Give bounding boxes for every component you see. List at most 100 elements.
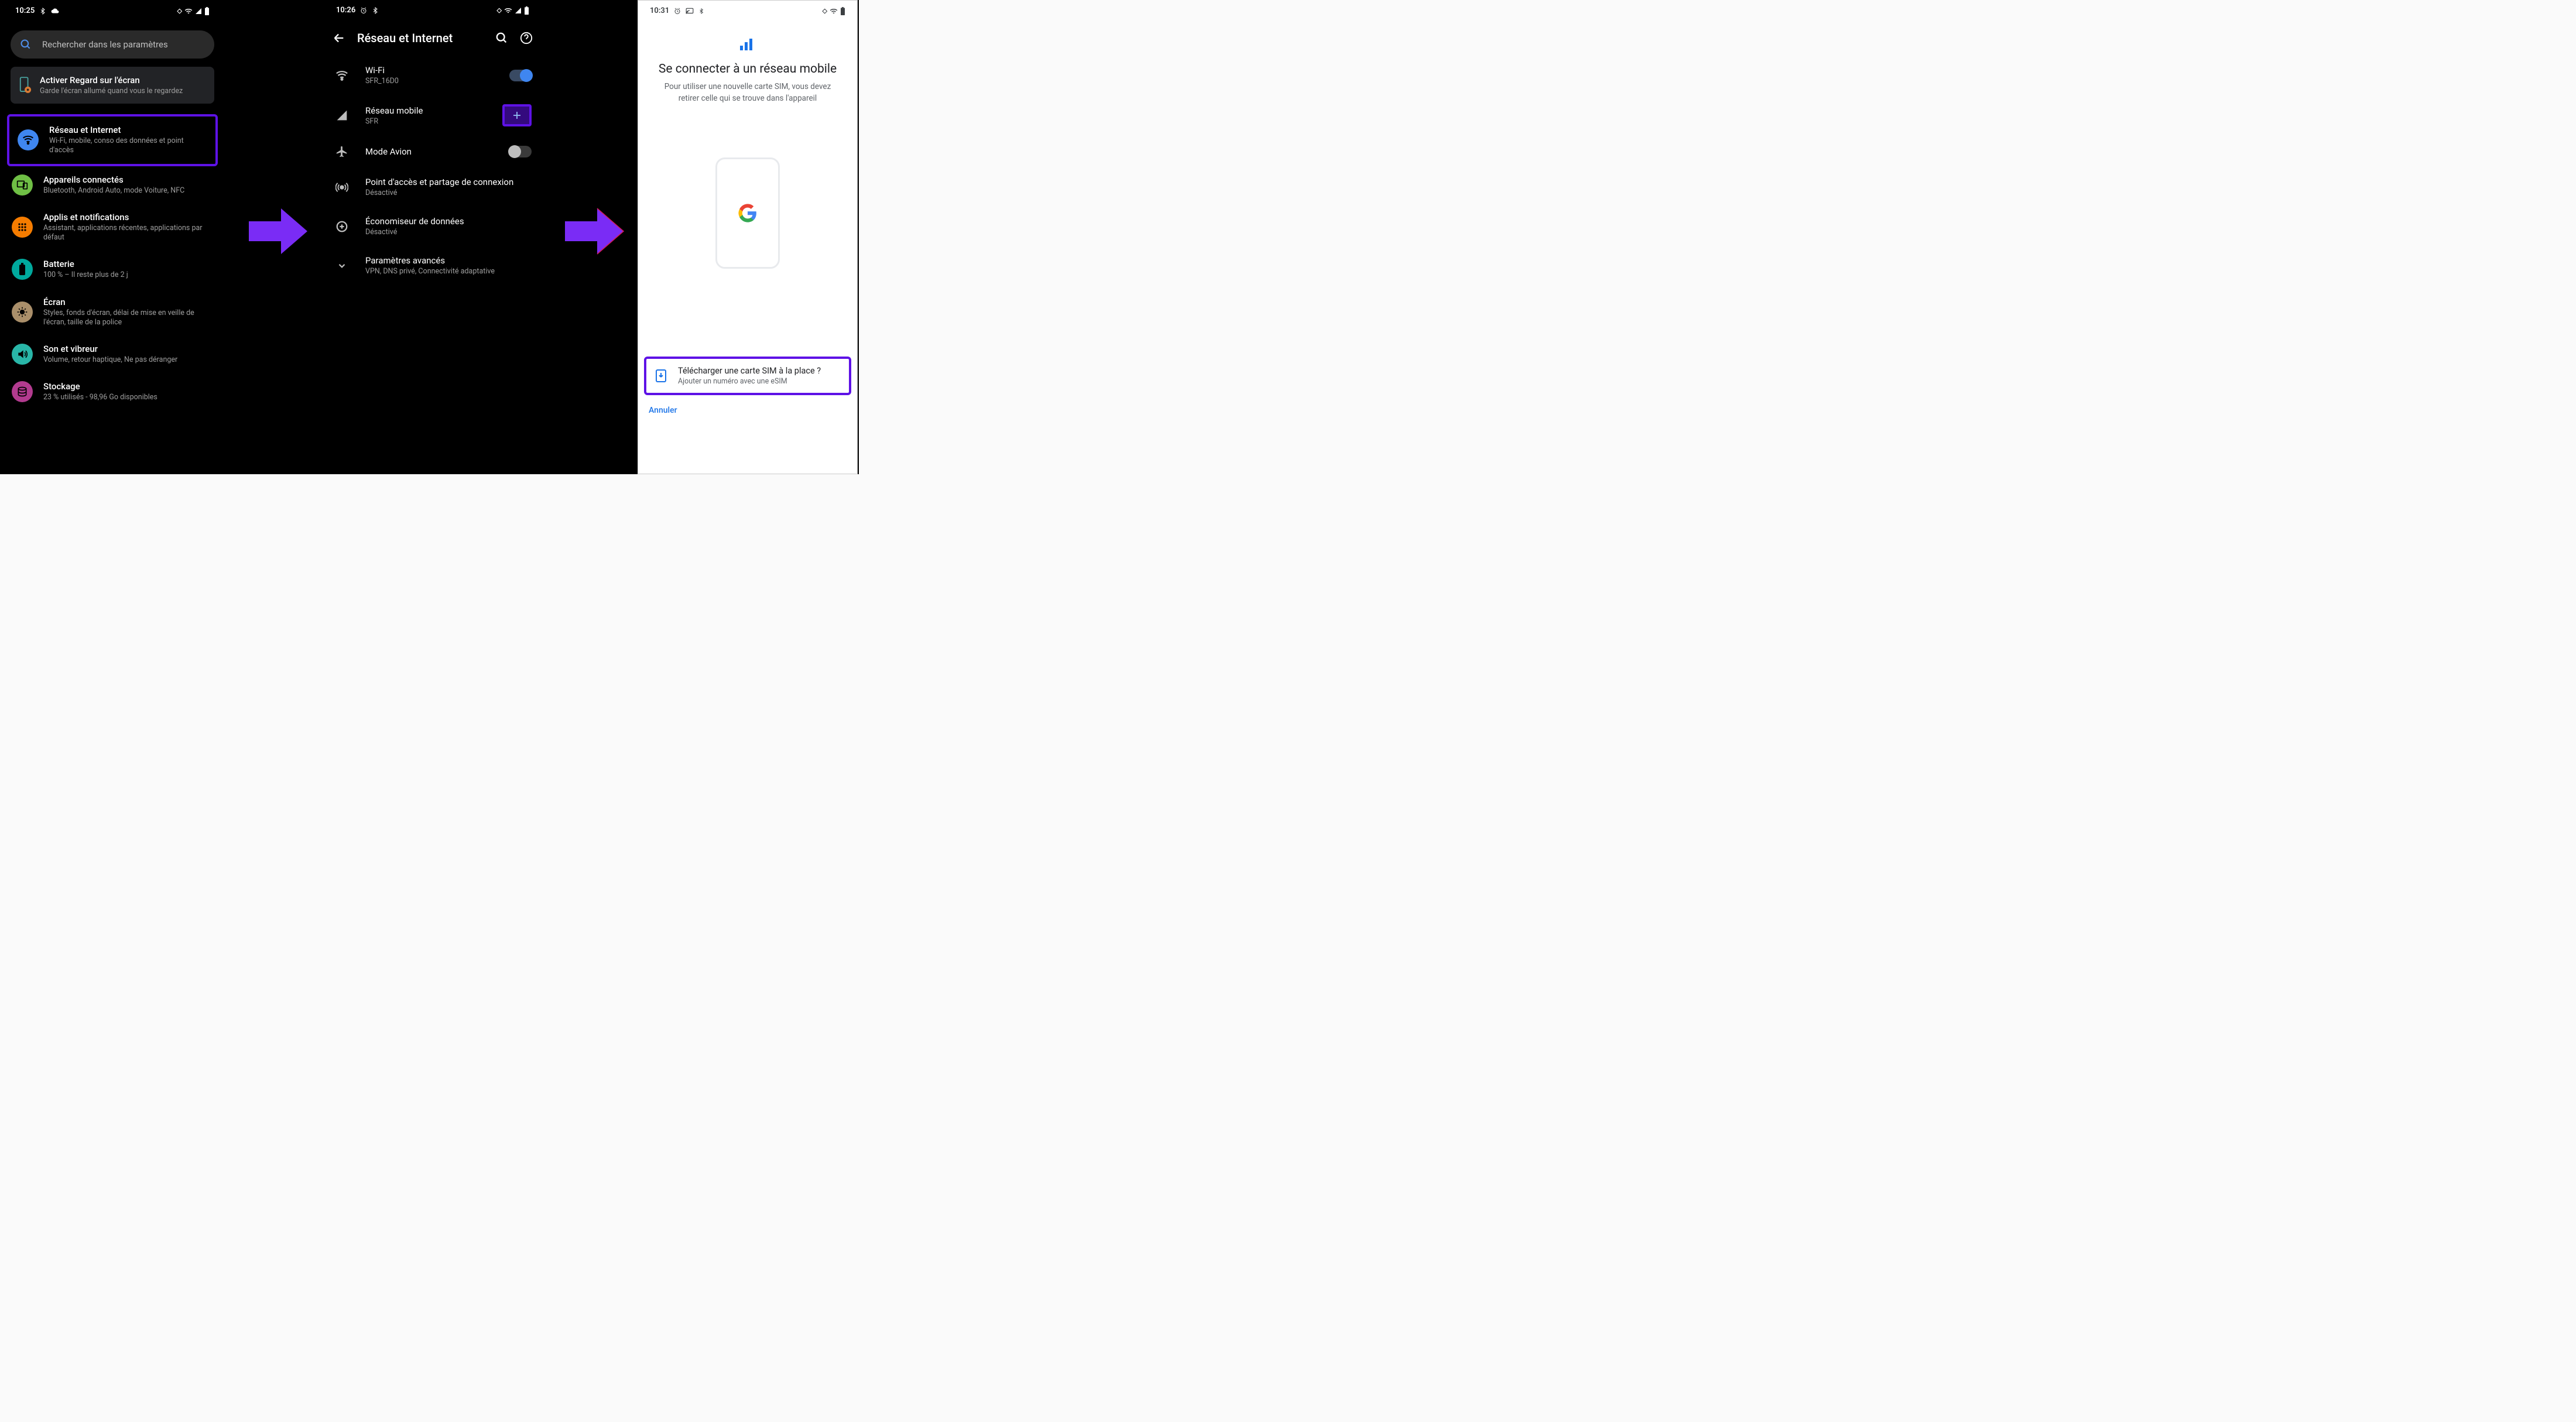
dnd-icon: ◇ [823,7,827,15]
bluetooth-icon [372,7,379,14]
item-title: Paramètres avancés [365,255,532,266]
header-title: Réseau et Internet [357,31,484,45]
item-title: Applis et notifications [43,212,213,222]
display-icon [12,301,33,323]
tip-title: Activer Regard sur l'écran [40,75,183,85]
network-item-airplane[interactable]: Mode Avion [324,136,541,167]
network-item-wifi[interactable]: Wi-FiSFR_16D0 [324,56,541,95]
settings-item-devices[interactable]: Appareils connectésBluetooth, Android Au… [4,166,221,204]
wifi-icon [504,7,512,14]
settings-list: Réseau et InternetWi-Fi, mobile, conso d… [4,114,221,411]
item-subtitle: Styles, fonds d'écran, délai de mise en … [43,309,213,328]
apps-icon [12,217,33,238]
settings-item-sound[interactable]: Son et vibreurVolume, retour haptique, N… [4,335,221,373]
signal-icon [195,8,202,15]
item-title: Wi-Fi [365,65,494,76]
item-title: Réseau mobile [365,105,487,116]
sound-icon [12,344,33,365]
status-bar: 10:31 ◇ [638,1,857,19]
settings-search[interactable]: Rechercher dans les paramètres [11,30,214,59]
network-item-mobile[interactable]: Réseau mobileSFR [324,95,541,136]
advanced-icon [334,261,350,271]
search-icon [20,39,32,50]
item-subtitle: 23 % utilisés - 98,96 Go disponibles [43,393,157,402]
dnd-icon: ◇ [497,6,502,14]
airplane-icon [334,145,350,158]
help-icon[interactable] [520,32,533,44]
screen-settings-main: 10:25 ◇ Rechercher dans les paramètres A… [3,0,222,474]
alarm-icon [360,7,367,14]
tip-subtitle: Garde l'écran allumé quand vous le regar… [40,87,183,95]
phone-illustration [715,157,780,269]
item-subtitle: SFR_16D0 [365,77,494,85]
network-icon [18,129,39,150]
tutorial-canvas: 10:25 ◇ Rechercher dans les paramètres A… [0,0,859,474]
battery-icon [840,7,845,15]
signal-icon [515,7,522,14]
settings-item-display[interactable]: Écran Styles, fonds d'écran, délai de mis… [4,289,221,336]
status-time: 10:26 [336,6,355,15]
item-subtitle: Volume, retour haptique, Ne pas déranger [43,355,177,365]
add-mobile-network-button[interactable] [502,104,532,126]
bluetooth-icon [698,8,704,15]
hotspot-icon [334,181,350,194]
page-subtitle: Pour utiliser une nouvelle carte SIM, vo… [656,81,840,105]
airplane-toggle[interactable] [509,146,532,157]
screen-network-internet: 10:26 ◇ Réseau et Internet Wi-FiSFR_16D0… [324,0,541,474]
network-item-saver[interactable]: Économiseur de donnéesDésactivé [324,207,541,246]
item-title: Mode Avion [365,146,494,157]
esim-subtitle: Ajouter un numéro avec une eSIM [678,377,821,386]
download-esim-option[interactable]: Télécharger une carte SIM à la place ? A… [644,357,851,395]
screen-attention-tip[interactable]: Activer Regard sur l'écran Garde l'écran… [11,67,214,104]
alarm-icon [674,8,681,15]
bluetooth-icon [39,8,46,15]
step-arrow-1 [246,205,310,258]
wifi-toggle[interactable] [509,70,532,81]
google-g-icon [738,203,758,223]
item-subtitle: Assistant, applications récentes, applic… [43,224,213,243]
status-bar: 10:26 ◇ [324,0,541,18]
wifi-icon [334,70,350,81]
search-icon[interactable] [495,32,508,44]
settings-item-storage[interactable]: Stockage23 % utilisés - 98,96 Go disponi… [4,373,221,410]
battery-icon [204,7,210,15]
settings-item-network[interactable]: Réseau et InternetWi-Fi, mobile, conso d… [9,116,215,164]
item-title: Batterie [43,259,128,269]
item-subtitle: Désactivé [365,228,532,237]
battery-icon [524,6,529,15]
phone-eye-icon [19,77,32,94]
item-title: Son et vibreur [43,344,177,354]
screen-connect-mobile-network: 10:31 ◇ Se connecter à un réseau mobile … [638,0,858,474]
item-title: Écran [43,297,213,307]
settings-item-apps[interactable]: Applis et notifications Assistant, applic… [4,204,221,251]
item-title: Réseau et Internet [49,125,207,135]
plus-icon [512,110,522,121]
search-placeholder: Rechercher dans les paramètres [42,39,168,50]
item-subtitle: SFR [365,117,487,126]
network-item-hotspot[interactable]: Point d'accès et partage de connexionDés… [324,167,541,207]
wifi-icon [184,8,193,15]
page-title: Se connecter à un réseau mobile [656,62,840,76]
dnd-icon: ◇ [177,7,182,15]
item-subtitle: VPN, DNS privé, Connectivité adaptative [365,267,532,276]
item-subtitle: 100 % – Il reste plus de 2 j [43,270,128,280]
cast-icon [686,8,694,15]
saver-icon [334,220,350,233]
step-arrow-2 [562,205,626,258]
item-subtitle: Désactivé [365,189,532,197]
item-subtitle: Wi-Fi, mobile, conso des données et poin… [49,136,207,156]
settings-item-battery[interactable]: Batterie100 % – Il reste plus de 2 j [4,251,221,288]
signal-bars-icon [739,36,756,52]
sim-download-icon [655,368,669,383]
status-bar: 10:25 ◇ [4,1,221,19]
item-title: Stockage [43,381,157,392]
item-subtitle: Bluetooth, Android Auto, mode Voiture, N… [43,186,184,196]
back-icon[interactable] [333,32,345,44]
cancel-button[interactable]: Annuler [638,395,857,426]
item-title: Appareils connectés [43,174,184,185]
network-list: Wi-FiSFR_16D0Réseau mobileSFRMode AvionP… [324,56,541,285]
battery-icon [12,259,33,280]
mobile-icon [334,109,350,121]
item-title: Économiseur de données [365,216,532,227]
network-item-advanced[interactable]: Paramètres avancésVPN, DNS privé, Connec… [324,246,541,285]
